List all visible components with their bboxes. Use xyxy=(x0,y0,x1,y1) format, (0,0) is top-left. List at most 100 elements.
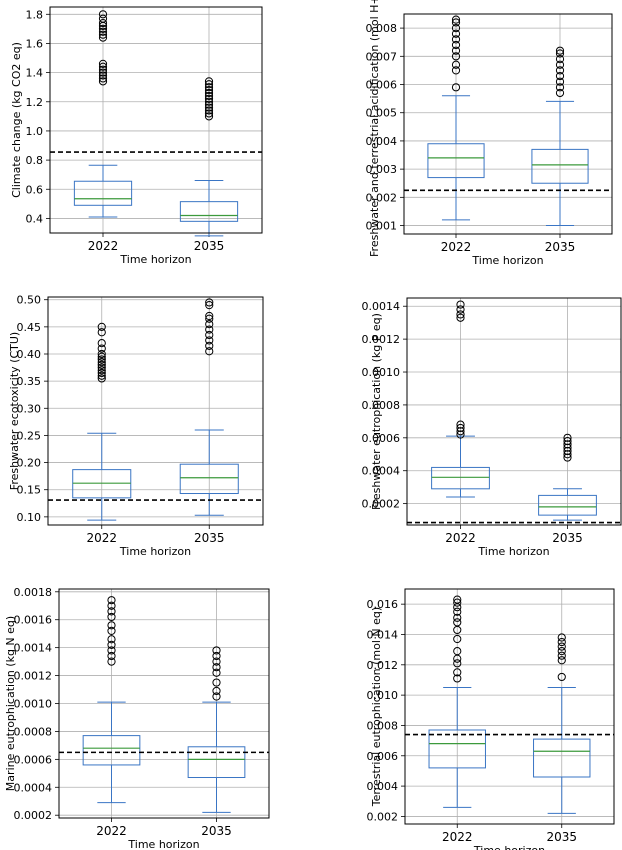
y-tick-label: 0.20 xyxy=(17,457,42,470)
outlier-point xyxy=(204,100,214,109)
x-tick-label: 2022 xyxy=(441,240,472,254)
outlier-point xyxy=(97,328,106,337)
y-tick-label: 0.0006 xyxy=(14,753,53,766)
outlier-point xyxy=(107,651,116,661)
y-tick-label: 0.0018 xyxy=(14,586,53,599)
outlier-point xyxy=(451,24,461,33)
outlier-point xyxy=(205,347,214,356)
x-tick-label: 2022 xyxy=(445,531,476,545)
y-tick-label: 0.010 xyxy=(367,689,399,702)
box-2022 xyxy=(428,595,486,808)
outlier-point xyxy=(453,634,462,644)
plot-frame xyxy=(49,6,263,234)
y-tick-label: 0.0008 xyxy=(362,399,401,412)
y-tick-label: 0.002 xyxy=(366,191,398,204)
outlier-point xyxy=(97,322,106,331)
y-tick-label: 0.0002 xyxy=(14,809,53,822)
box-iqr xyxy=(533,738,591,778)
y-tick-label: 0.0004 xyxy=(14,781,53,794)
outlier-point xyxy=(555,55,565,64)
outlier-point xyxy=(204,83,214,92)
y-tick-label: 0.4 xyxy=(26,212,44,225)
x-tick-label: 2035 xyxy=(194,239,225,253)
outlier-point xyxy=(204,88,214,98)
outlier-point xyxy=(456,430,465,439)
y-tick-label: 0.001 xyxy=(366,220,398,233)
y-tick-label: 0.8 xyxy=(26,154,44,167)
outlier-point xyxy=(563,437,572,446)
y-axis-label: Freshwater ecotoxicity (CTU) xyxy=(8,332,21,490)
y-tick-label: 0.004 xyxy=(366,135,398,148)
plot-frame xyxy=(406,297,622,526)
x-tick-label: 2022 xyxy=(86,531,117,545)
outlier-point xyxy=(98,27,108,36)
outlier-point xyxy=(204,80,214,89)
outlier-point xyxy=(98,24,108,33)
y-tick-label: 0.15 xyxy=(17,484,42,497)
box-iqr xyxy=(431,466,490,490)
y-tick-label: 0.0010 xyxy=(14,698,53,711)
outlier-point xyxy=(98,68,108,77)
outlier-point xyxy=(451,15,461,24)
outlier-point xyxy=(555,60,565,69)
box-iqr xyxy=(427,143,485,179)
outlier-point xyxy=(204,86,214,95)
outlier-point xyxy=(107,596,116,605)
outlier-point xyxy=(97,339,106,348)
outlier-point xyxy=(563,450,572,459)
outlier-point xyxy=(98,18,108,28)
box-2022 xyxy=(431,300,490,498)
x-tick-label: 2022 xyxy=(96,824,127,838)
outlier-point xyxy=(97,366,106,375)
y-tick-label: 0.006 xyxy=(367,750,399,763)
y-tick-label: 0.30 xyxy=(17,402,42,415)
y-tick-label: 0.45 xyxy=(17,321,42,334)
outlier-point xyxy=(555,77,565,86)
x-tick-label: 2035 xyxy=(201,824,232,838)
y-tick-label: 0.0014 xyxy=(14,642,53,655)
y-tick-label: 0.25 xyxy=(17,429,42,442)
x-axis-label: Time horizon xyxy=(119,545,191,558)
outlier-point xyxy=(205,320,214,329)
subplot: 0.0002 0.0004 0.0006 0.0008 0.0010 0.0012 0.00… xyxy=(362,297,622,558)
outlier-point xyxy=(204,103,214,112)
outlier-point xyxy=(205,311,214,321)
outlier-point xyxy=(107,607,116,616)
outlier-point xyxy=(98,74,108,83)
outlier-point xyxy=(557,656,566,665)
y-axis-label: Marine eutrophication (kg N eq) xyxy=(4,616,17,791)
box-iqr xyxy=(187,746,246,779)
outlier-point xyxy=(453,595,462,604)
outlier-point xyxy=(557,633,566,642)
y-tick-label: 0.012 xyxy=(367,659,399,672)
outlier-point xyxy=(205,341,214,350)
outlier-point xyxy=(456,310,465,319)
outlier-point xyxy=(205,314,214,323)
outlier-point xyxy=(212,657,221,666)
box-iqr xyxy=(179,201,239,222)
x-axis-label: Time horizon xyxy=(473,844,545,850)
outlier-point xyxy=(97,358,106,367)
y-tick-label: 0.008 xyxy=(366,22,398,35)
subplot: 0.0002 0.0004 0.0006 0.0008 0.0010 0.0012 0.00… xyxy=(4,586,270,850)
outlier-point xyxy=(205,336,214,345)
outlier-point xyxy=(451,46,461,55)
box-2022 xyxy=(427,15,485,221)
outlier-point xyxy=(453,668,462,677)
y-tick-label: 0.007 xyxy=(366,50,398,63)
outlier-point xyxy=(555,46,565,55)
box-iqr xyxy=(428,729,486,769)
outlier-point xyxy=(451,66,461,75)
outlier-point xyxy=(97,371,106,380)
y-axis-label: Terrestrial eutrophication (mol N eq) xyxy=(370,607,383,807)
outlier-point xyxy=(98,33,108,42)
outlier-point xyxy=(107,621,116,630)
outlier-point xyxy=(456,427,465,436)
x-axis-label: Time horizon xyxy=(127,838,199,850)
x-tick-label: 2035 xyxy=(546,830,577,844)
plot-frame xyxy=(403,13,613,235)
y-tick-label: 0.0012 xyxy=(362,333,401,346)
box-2022 xyxy=(72,322,132,521)
y-tick-label: 1.0 xyxy=(26,125,44,138)
outlier-point xyxy=(97,363,106,372)
